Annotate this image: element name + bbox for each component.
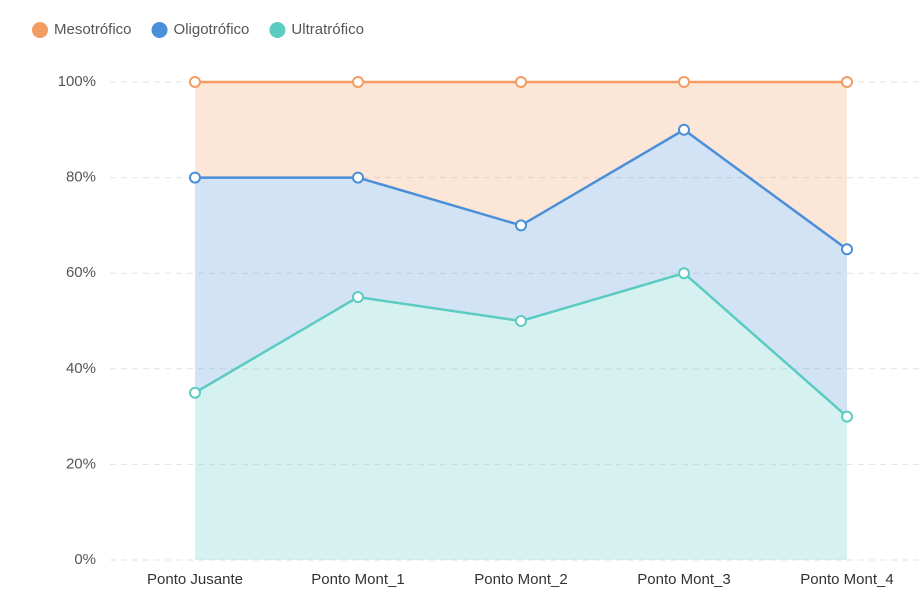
- point: [352, 171, 364, 184]
- x-tick-label: Ponto Mont_1: [311, 571, 404, 588]
- point: [841, 76, 853, 88]
- legend-swatch: [151, 22, 168, 38]
- point: [515, 315, 527, 327]
- legend-label: Ultratrófico: [291, 21, 364, 38]
- y-tick-label: 0%: [74, 551, 96, 568]
- legend-label: Oligotrófico: [174, 21, 250, 38]
- y-tick-label: 20%: [66, 455, 96, 472]
- point: [189, 386, 201, 399]
- y-tick-label: 100%: [58, 73, 96, 90]
- y-tick-label: 60%: [66, 264, 96, 281]
- point: [841, 243, 853, 256]
- y-tick-label: 80%: [66, 169, 96, 186]
- x-tick-label: Ponto Mont_4: [800, 571, 893, 588]
- area: [195, 273, 847, 560]
- point: [515, 76, 527, 88]
- point: [352, 76, 364, 88]
- point: [841, 410, 853, 423]
- legend-label: Mesotrófico: [54, 21, 132, 38]
- point: [678, 267, 690, 280]
- area: [195, 129, 847, 417]
- legend-swatch: [269, 22, 286, 38]
- point: [189, 171, 201, 184]
- point: [678, 123, 690, 136]
- point: [352, 291, 364, 304]
- x-tick-label: Ponto Mont_3: [637, 571, 730, 588]
- point: [515, 219, 527, 232]
- x-tick-label: Ponto Jusante: [147, 571, 243, 588]
- point: [678, 76, 690, 88]
- point: [189, 76, 201, 88]
- y-tick-label: 40%: [66, 360, 96, 377]
- legend-swatch: [32, 22, 48, 38]
- x-tick-label: Ponto Mont_2: [474, 571, 567, 588]
